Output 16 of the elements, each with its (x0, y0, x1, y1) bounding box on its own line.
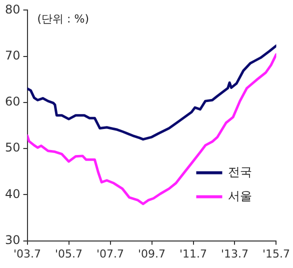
y-tick-label: 50 (4, 140, 20, 155)
legend-label: 전국 (228, 164, 252, 179)
x-tick-label: '11.7 (179, 247, 208, 260)
x-tick-label: '15.7 (262, 247, 290, 260)
x-tick-label: '13.7 (220, 247, 249, 260)
y-tick-label: 80 (4, 2, 20, 16)
x-tick-label: '05.7 (55, 247, 83, 260)
y-tick-label: 40 (4, 186, 20, 201)
legend-label: 서울 (228, 188, 252, 203)
y-tick-label: 30 (4, 232, 20, 247)
x-tick-label: '09.7 (138, 247, 166, 260)
x-tick-label: '03.7 (14, 247, 42, 260)
y-tick-label: 60 (4, 94, 20, 109)
annotation: (단위 : %) (37, 12, 90, 26)
y-tick-label: 70 (4, 48, 20, 62)
x-tick-label: '07.7 (96, 247, 124, 260)
